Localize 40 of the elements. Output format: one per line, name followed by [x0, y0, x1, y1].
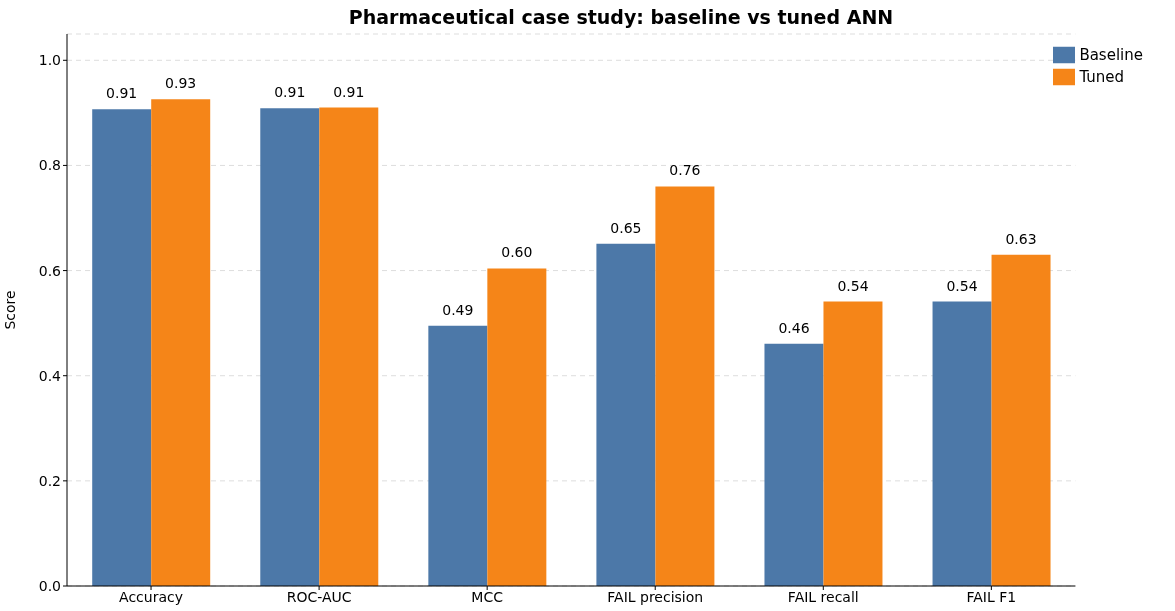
- bar: [487, 268, 547, 586]
- y-tick-label: 1.0: [38, 52, 61, 69]
- bar: [92, 109, 152, 586]
- legend-label: Tuned: [1079, 67, 1125, 86]
- bar: [596, 243, 656, 586]
- y-tick-label: 0.4: [38, 367, 62, 384]
- data-label: 0.60: [501, 244, 533, 261]
- bar: [428, 325, 488, 586]
- data-label: 0.46: [778, 319, 810, 336]
- y-tick-label: 0.0: [38, 577, 61, 594]
- data-label: 0.91: [333, 83, 365, 100]
- data-label: 0.54: [946, 277, 978, 294]
- x-tick-label: FAIL precision: [607, 588, 704, 605]
- bar: [319, 107, 379, 586]
- bar: [764, 343, 824, 586]
- x-tick-label: FAIL F1: [966, 588, 1017, 605]
- data-label: 0.49: [442, 301, 474, 318]
- chart-title: Pharmaceutical case study: baseline vs tuned ANN: [347, 6, 895, 28]
- y-tick-label: 0.2: [38, 472, 61, 489]
- y-tick-label: 0.8: [38, 157, 61, 174]
- x-tick-label: ROC-AUC: [286, 588, 352, 605]
- data-label: 0.91: [106, 85, 138, 102]
- bar: [823, 301, 883, 586]
- y-tick-label: 0.6: [38, 262, 62, 279]
- bar: [991, 254, 1051, 586]
- x-tick-label: FAIL recall: [787, 588, 859, 605]
- x-tick-label: Accuracy: [119, 588, 183, 605]
- bar: [932, 301, 992, 586]
- data-label: 0.91: [274, 84, 306, 101]
- data-label: 0.54: [837, 277, 869, 294]
- bar: [151, 99, 211, 586]
- legend-label: Baseline: [1079, 45, 1143, 64]
- data-label: 0.65: [610, 219, 642, 236]
- bar: [260, 108, 320, 586]
- x-tick-label: MCC: [471, 588, 504, 605]
- data-label: 0.63: [1005, 230, 1037, 247]
- data-label: 0.76: [669, 162, 701, 179]
- data-label: 0.93: [165, 75, 197, 92]
- bar: [655, 186, 715, 586]
- y-axis-title: Score: [1, 290, 18, 330]
